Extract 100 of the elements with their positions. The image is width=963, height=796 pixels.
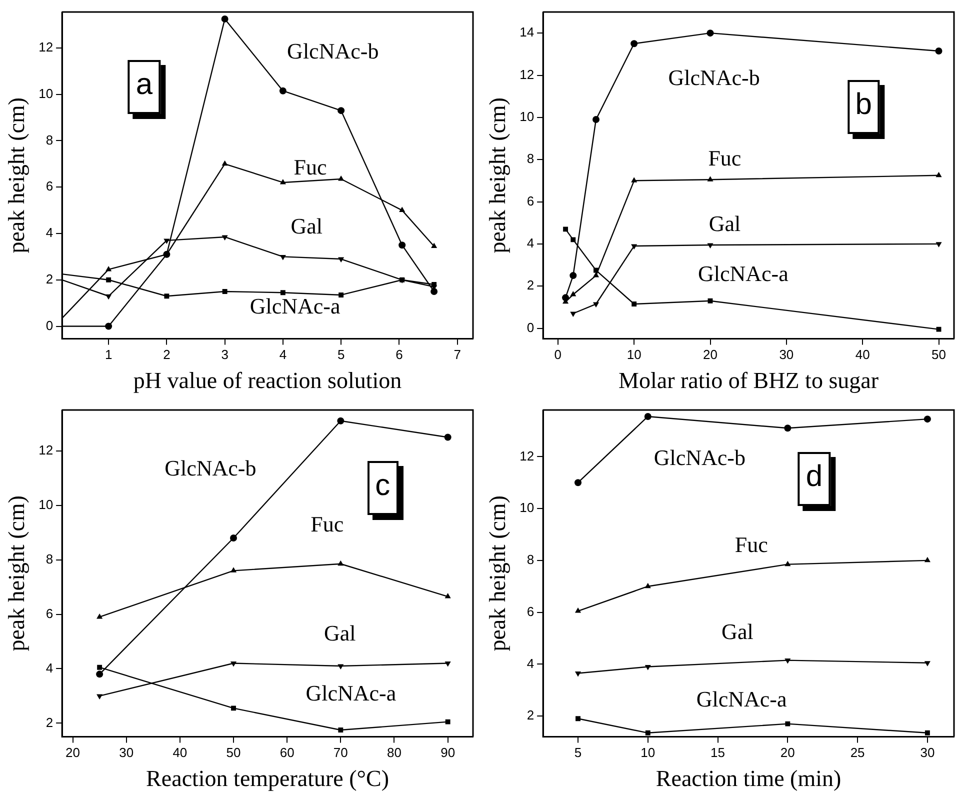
point — [280, 178, 286, 184]
series-label: GlcNAc-a — [696, 686, 787, 712]
series-label: Gal — [722, 618, 754, 644]
point — [444, 434, 452, 441]
point — [164, 294, 170, 299]
point — [935, 48, 942, 55]
point — [570, 312, 576, 317]
point — [338, 728, 344, 732]
point — [338, 664, 344, 670]
point — [444, 662, 451, 667]
point — [337, 417, 344, 424]
point — [644, 582, 651, 588]
y-tick-label: 12 — [520, 448, 534, 464]
point — [221, 15, 228, 22]
y-tick-label: 10 — [520, 500, 534, 516]
point — [230, 534, 238, 542]
point — [106, 294, 112, 300]
y-tick-label: 2 — [526, 708, 534, 723]
y-tick-label: 6 — [526, 193, 534, 208]
point — [562, 294, 570, 302]
point — [644, 412, 652, 420]
point — [631, 177, 638, 182]
y-tick-label: 0 — [46, 318, 54, 333]
x-tick-label: 7 — [454, 347, 461, 362]
point — [631, 244, 638, 250]
x-tick-label: 4 — [279, 347, 287, 362]
point — [576, 716, 580, 722]
y-tick-label: 14 — [520, 24, 534, 40]
x-tick-label: 20 — [780, 745, 795, 760]
x-tick-label: 0 — [554, 347, 562, 362]
y-axis-title: peak height (cm) — [484, 495, 510, 652]
point — [280, 290, 286, 296]
y-axis-title: peak height (cm) — [4, 97, 29, 254]
x-tick-label: 50 — [226, 745, 241, 760]
y-tick-label: 2 — [46, 714, 54, 730]
series-label: Fuc — [310, 511, 344, 536]
point — [445, 719, 450, 724]
y-axis-title: peak height (cm) — [484, 97, 510, 254]
x-tick-label: 5 — [574, 745, 582, 760]
point — [230, 662, 237, 667]
point — [222, 289, 228, 294]
y-tick-label: 0 — [526, 320, 534, 335]
point — [784, 424, 792, 432]
y-tick-label: 10 — [38, 86, 54, 101]
series-label: Gal — [708, 210, 741, 236]
point — [570, 291, 576, 296]
x-tick-label: 10 — [626, 347, 642, 362]
series-label: GlcNAc-b — [287, 38, 379, 64]
point — [338, 107, 345, 114]
point — [592, 116, 600, 124]
point — [707, 176, 714, 182]
point — [431, 242, 438, 248]
y-tick-label: 4 — [46, 660, 54, 676]
x-tick-label: 90 — [440, 745, 456, 760]
point — [164, 238, 170, 244]
point — [936, 326, 942, 332]
y-tick-label: 6 — [46, 178, 54, 194]
series-label: GlcNAc-a — [698, 261, 789, 286]
series-label: Fuc — [294, 154, 328, 180]
point — [338, 560, 344, 566]
x-tick-label: 2 — [163, 347, 170, 362]
point — [707, 243, 714, 248]
point — [924, 730, 930, 736]
y-tick-label: 2 — [526, 278, 534, 293]
y-tick-label: 6 — [526, 604, 534, 619]
x-tick-label: 30 — [119, 745, 134, 760]
x-tick-label: 50 — [932, 347, 946, 362]
point — [398, 242, 406, 249]
series-label: GlcNAc-b — [164, 456, 256, 481]
point — [570, 237, 576, 242]
x-tick-label: 10 — [640, 745, 656, 760]
x-tick-label: 20 — [66, 745, 80, 760]
point — [231, 706, 236, 711]
point — [706, 30, 714, 37]
point — [563, 226, 568, 232]
y-tick-label: 12 — [38, 40, 54, 55]
point — [399, 206, 406, 212]
point — [96, 670, 104, 678]
y-tick-label: 4 — [46, 225, 54, 240]
point — [924, 416, 931, 423]
point — [338, 257, 344, 263]
point — [632, 302, 637, 306]
point — [936, 242, 942, 248]
y-tick-label: 8 — [46, 551, 54, 566]
x-tick-label: 70 — [333, 745, 348, 760]
point — [574, 672, 582, 677]
point — [924, 661, 930, 666]
series-label: GlcNAc-b — [654, 445, 746, 470]
x-tick-label: 20 — [703, 347, 718, 362]
point — [785, 721, 790, 726]
series-label: Gal — [324, 620, 356, 646]
point — [592, 272, 600, 278]
x-tick-label: 30 — [920, 745, 935, 760]
point — [630, 40, 638, 48]
series-label: GlcNAc-b — [668, 65, 760, 90]
x-tick-label: 5 — [337, 347, 345, 362]
point — [280, 254, 286, 260]
x-axis-title: Reaction temperature (°C) — [146, 766, 389, 792]
x-tick-label: 40 — [172, 745, 188, 760]
y-tick-label: 4 — [526, 656, 534, 671]
